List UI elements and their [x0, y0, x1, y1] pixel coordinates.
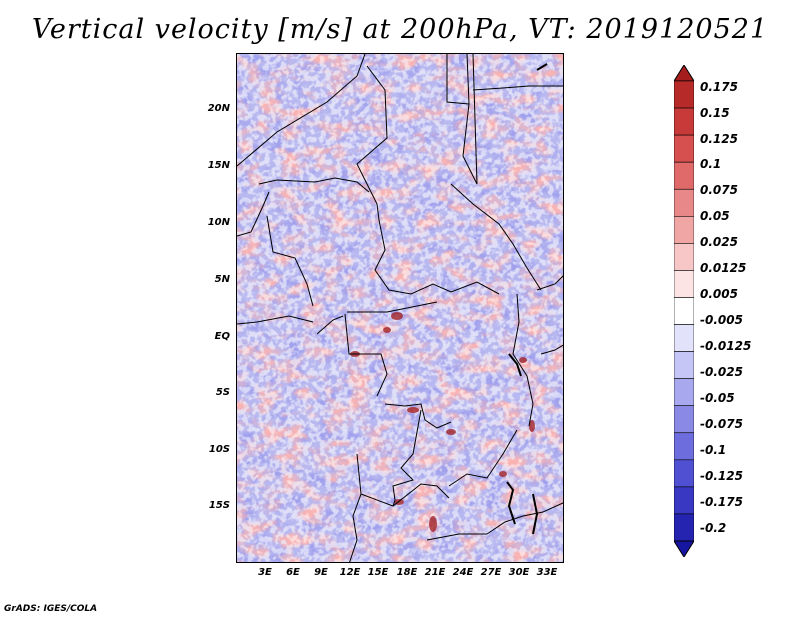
lat-tick-label: EQ: [214, 331, 230, 342]
software-credit: GrADS: IGES/COLA: [4, 604, 98, 614]
colorbar-label: -0.0125: [700, 339, 752, 353]
country-borders: [237, 54, 563, 562]
colorbar-label: 0.05: [700, 209, 730, 223]
lat-tick-label: 20N: [207, 103, 230, 114]
colorbar-label: 0.125: [700, 132, 738, 146]
colorbar-label: -0.175: [700, 495, 743, 509]
colorbar-segment: [674, 270, 694, 298]
colorbar-label: 0.005: [700, 287, 738, 301]
lon-tick-label: 33E: [536, 567, 558, 578]
lon-tick-label: 27E: [480, 567, 502, 578]
colorbar-label: -0.05: [700, 391, 735, 405]
colorbar-segment: [674, 188, 694, 217]
lat-tick-label: 15S: [208, 500, 230, 511]
colorbar-label: 0.15: [700, 106, 730, 120]
lat-tick-label: 10N: [207, 217, 230, 228]
colorbar-label: -0.075: [700, 417, 743, 431]
field-fine-detail: [237, 54, 563, 562]
colorbar-label: 0.075: [700, 183, 738, 197]
lakes-and-coast: [506, 63, 548, 535]
colorbar-segment: [674, 459, 694, 488]
lon-tick-label: 3E: [258, 567, 272, 578]
colorbar: [674, 65, 694, 557]
lon-tick-label: 15E: [367, 567, 389, 578]
colorbar-segment: [674, 161, 694, 190]
colorbar-segment: [674, 432, 694, 461]
colorbar-underflow-triangle: [674, 540, 694, 557]
chart-title: Vertical velocity [m/s] at 200hPa, VT: 2…: [31, 14, 769, 45]
colorbar-segment: [674, 134, 694, 163]
colorbar-segment: [674, 80, 694, 109]
colorbar-segment: [674, 107, 694, 136]
colorbar-overflow-triangle: [674, 65, 694, 82]
colorbar-label: -0.005: [700, 313, 743, 327]
colorbar-label: 0.025: [700, 235, 738, 249]
colorbar-label: -0.125: [700, 469, 743, 483]
colorbar-label: -0.2: [700, 521, 727, 535]
lon-tick-label: 6E: [286, 567, 300, 578]
lat-tick-label: 15N: [207, 160, 230, 171]
velocity-field-map: [237, 54, 563, 562]
colorbar-label: -0.025: [700, 365, 743, 379]
colorbar-label: 0.1: [700, 157, 722, 171]
colorbar-label: 0.175: [700, 80, 738, 94]
lon-tick-label: 9E: [314, 567, 328, 578]
colorbar-segment: [674, 513, 694, 542]
colorbar-segment: [674, 324, 694, 352]
lat-tick-label: 5S: [215, 387, 230, 398]
lon-tick-label: 30E: [508, 567, 530, 578]
colorbar-segment: [674, 215, 694, 244]
colorbar-label: 0.0125: [700, 261, 747, 275]
lat-tick-label: 5N: [214, 274, 230, 285]
lon-tick-label: 18E: [396, 567, 418, 578]
colorbar-segment: [674, 405, 694, 434]
colorbar-segment: [674, 297, 694, 325]
colorbar-segment: [674, 486, 694, 515]
lon-tick-label: 12E: [339, 567, 361, 578]
colorbar-segment: [674, 243, 694, 271]
colorbar-segment: [674, 351, 694, 379]
lon-tick-label: 21E: [424, 567, 446, 578]
lon-tick-label: 24E: [452, 567, 474, 578]
map-panel: [236, 53, 564, 563]
colorbar-label: -0.1: [700, 443, 727, 457]
lat-tick-label: 10S: [208, 444, 230, 455]
colorbar-segment: [674, 378, 694, 407]
